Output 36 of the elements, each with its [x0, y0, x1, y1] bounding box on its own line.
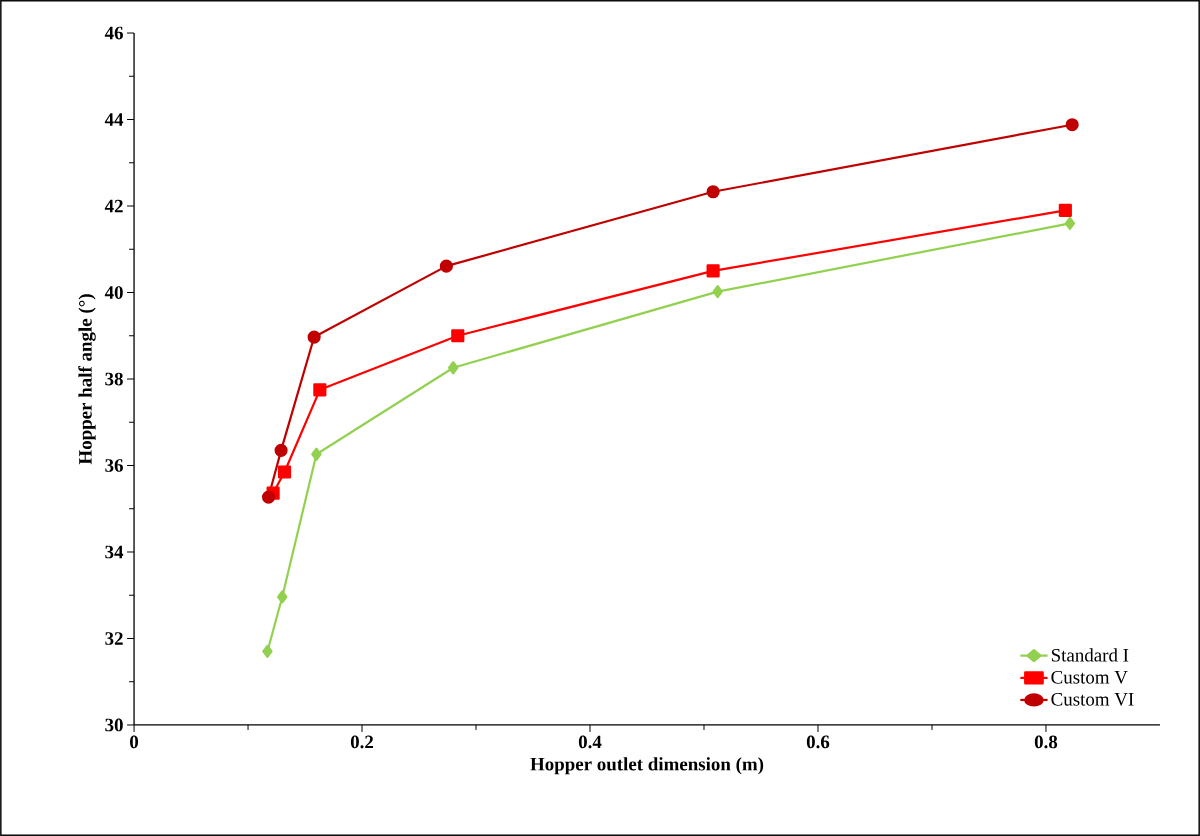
- point: [448, 361, 459, 375]
- point: [277, 465, 292, 479]
- y-tick-label: 34: [105, 545, 124, 559]
- point: [1058, 203, 1072, 217]
- y-tick-label: 44: [104, 113, 124, 126]
- y-tick-label: 32: [105, 632, 123, 645]
- point: [262, 644, 273, 659]
- y-tick-label: 40: [104, 286, 123, 299]
- point: [1064, 216, 1076, 230]
- legend-label: Custom VI: [1051, 692, 1134, 706]
- point: [311, 447, 322, 461]
- y-tick-label: 46: [104, 26, 123, 40]
- point: [307, 330, 321, 344]
- point: [451, 329, 465, 343]
- x-tick-label: 0.2: [350, 735, 374, 749]
- x-tick-label: 0: [130, 735, 139, 749]
- x-tick-label: 0.6: [806, 735, 830, 749]
- point: [261, 490, 276, 504]
- point: [712, 285, 723, 299]
- y-tick-label: 30: [105, 718, 123, 732]
- point: [439, 259, 453, 273]
- x-axis-title: Hopper outlet dimension (m): [530, 757, 764, 775]
- point: [1065, 118, 1079, 132]
- legend-label: Custom V: [1051, 670, 1128, 684]
- y-tick-label: 38: [105, 372, 123, 386]
- point: [277, 590, 288, 604]
- point: [706, 264, 720, 278]
- y-axis-title: Hopper half angle (°): [78, 294, 96, 465]
- point: [274, 443, 288, 457]
- y-tick-label: 36: [105, 459, 123, 472]
- x-tick-label: 0.4: [578, 735, 602, 749]
- x-tick-label: 0.8: [1034, 735, 1058, 749]
- point: [706, 185, 720, 199]
- point: [313, 383, 327, 397]
- legend-label: Standard I: [1051, 648, 1129, 662]
- y-tick-label: 42: [104, 199, 123, 213]
